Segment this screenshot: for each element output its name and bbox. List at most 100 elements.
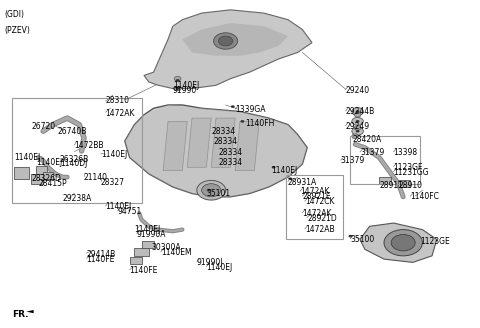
Text: 1140EJ: 1140EJ	[14, 153, 41, 162]
Text: 1140EJ: 1140EJ	[271, 166, 298, 175]
Bar	[31, 174, 43, 184]
Circle shape	[272, 166, 276, 169]
Text: 29244B: 29244B	[346, 107, 375, 116]
Text: 28910: 28910	[398, 181, 422, 190]
Circle shape	[231, 105, 235, 108]
Text: 1123GF: 1123GF	[394, 163, 423, 172]
Polygon shape	[182, 23, 288, 56]
Text: 91990J: 91990J	[197, 258, 223, 267]
Bar	[43, 172, 53, 179]
Text: 13398: 13398	[394, 148, 418, 157]
Text: 1472BB: 1472BB	[74, 141, 104, 151]
Circle shape	[197, 180, 226, 200]
Text: 35101: 35101	[206, 189, 230, 198]
Circle shape	[384, 230, 422, 256]
Bar	[142, 241, 154, 248]
Circle shape	[207, 189, 211, 192]
Circle shape	[288, 177, 292, 180]
Text: 1140DJ: 1140DJ	[60, 159, 87, 169]
Text: 26720: 26720	[31, 122, 55, 131]
Text: 31379: 31379	[360, 148, 384, 157]
Circle shape	[218, 36, 233, 46]
Bar	[36, 166, 47, 174]
Bar	[12, 98, 142, 203]
Circle shape	[176, 79, 180, 82]
Circle shape	[356, 120, 360, 123]
Circle shape	[240, 120, 244, 123]
Text: 1472CK: 1472CK	[305, 197, 334, 206]
Circle shape	[352, 127, 363, 135]
Circle shape	[354, 126, 361, 130]
Text: 28420A: 28420A	[353, 135, 382, 144]
Text: (PZEV): (PZEV)	[5, 26, 31, 35]
Text: 29249: 29249	[346, 122, 370, 131]
Text: 1140EJ: 1140EJ	[36, 158, 62, 167]
Bar	[398, 180, 410, 187]
Text: 91990: 91990	[173, 86, 197, 95]
Text: 28334: 28334	[218, 158, 242, 167]
Circle shape	[352, 134, 359, 138]
Circle shape	[174, 76, 181, 81]
Text: 28911: 28911	[379, 181, 403, 190]
Text: 29238A: 29238A	[62, 194, 92, 203]
Text: 28327: 28327	[101, 177, 125, 187]
Text: 1123GE: 1123GE	[420, 236, 450, 246]
Text: 1140FE: 1140FE	[130, 266, 158, 275]
Text: 91990A: 91990A	[137, 230, 166, 239]
Text: 28931A: 28931A	[288, 177, 317, 187]
Text: 1339GA: 1339GA	[235, 105, 266, 114]
Text: 28415P: 28415P	[38, 179, 67, 188]
Circle shape	[354, 113, 361, 117]
Polygon shape	[235, 121, 259, 171]
Bar	[14, 167, 29, 179]
Text: 1140FC: 1140FC	[410, 192, 439, 201]
Text: 1140FE: 1140FE	[86, 255, 115, 264]
Text: 1472AK: 1472AK	[300, 187, 329, 196]
Circle shape	[202, 184, 221, 197]
Bar	[379, 177, 391, 184]
Text: 1140EJ: 1140EJ	[206, 263, 233, 272]
Polygon shape	[125, 105, 307, 197]
Polygon shape	[163, 121, 187, 171]
Text: 94751: 94751	[118, 207, 142, 216]
Text: 1472AK: 1472AK	[106, 109, 135, 118]
Text: 1140EJ: 1140EJ	[134, 225, 161, 234]
Text: 29414B: 29414B	[86, 250, 116, 259]
Bar	[130, 257, 142, 264]
Text: 26326B: 26326B	[60, 154, 89, 164]
Text: 28921E: 28921E	[302, 192, 331, 201]
Circle shape	[352, 108, 363, 115]
Polygon shape	[187, 118, 211, 167]
Text: 11231GG: 11231GG	[394, 168, 429, 177]
Circle shape	[356, 130, 360, 133]
Polygon shape	[125, 105, 307, 197]
Text: 1140EJ: 1140EJ	[173, 81, 199, 90]
Polygon shape	[144, 10, 312, 89]
Text: 1140FH: 1140FH	[245, 118, 274, 128]
Text: 1140EM: 1140EM	[161, 248, 192, 257]
Circle shape	[176, 87, 180, 90]
Text: 28310: 28310	[106, 95, 130, 105]
Text: 35100: 35100	[350, 235, 375, 244]
Circle shape	[214, 33, 238, 49]
Text: (GDI): (GDI)	[5, 10, 25, 19]
Text: 1472AK: 1472AK	[302, 209, 332, 218]
Text: 29240: 29240	[346, 86, 370, 95]
Polygon shape	[360, 223, 437, 262]
Text: 28334: 28334	[214, 136, 238, 146]
Circle shape	[356, 110, 360, 113]
Text: 21140: 21140	[84, 173, 108, 182]
Circle shape	[348, 235, 352, 237]
Text: 28334: 28334	[211, 127, 235, 136]
Text: FR.: FR.	[12, 310, 28, 319]
Text: 28921D: 28921D	[307, 214, 337, 223]
Circle shape	[352, 117, 363, 125]
Circle shape	[391, 235, 415, 251]
Text: 30300A: 30300A	[151, 243, 181, 252]
Polygon shape	[211, 118, 235, 167]
Text: 1140EJ: 1140EJ	[101, 150, 127, 159]
Text: 28326D: 28326D	[31, 174, 61, 183]
Text: 28334: 28334	[218, 148, 242, 157]
Polygon shape	[26, 310, 34, 313]
Bar	[286, 175, 343, 239]
